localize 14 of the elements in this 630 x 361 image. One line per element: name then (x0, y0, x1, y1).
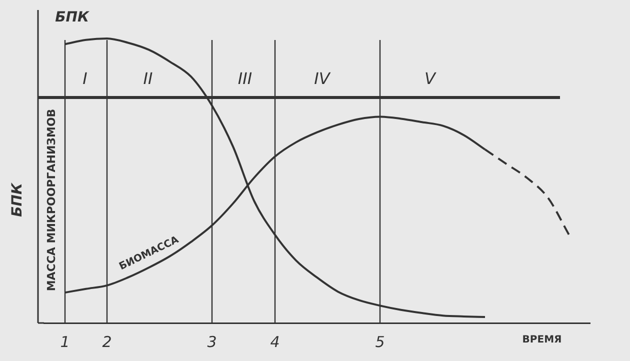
annotation: МАССА МИКРООРГАНИЗМОВ (44, 108, 58, 292)
text: БПК (55, 10, 90, 26)
x-tick-label: 1 (60, 332, 70, 351)
x-tick-label: 2 (102, 332, 112, 351)
y-axis-title: БПК (10, 182, 26, 217)
x-axis-title: ВРЕМЯ (522, 334, 562, 346)
annotation: I (82, 69, 88, 88)
annotation: III (238, 69, 252, 88)
x-tick-label: 3 (207, 332, 217, 351)
x-tick-label: 4 (270, 332, 280, 351)
annotation: IV (314, 69, 331, 88)
annotation: V (424, 69, 437, 88)
x-tick-label: 5 (375, 332, 385, 351)
annotation: II (143, 69, 153, 88)
